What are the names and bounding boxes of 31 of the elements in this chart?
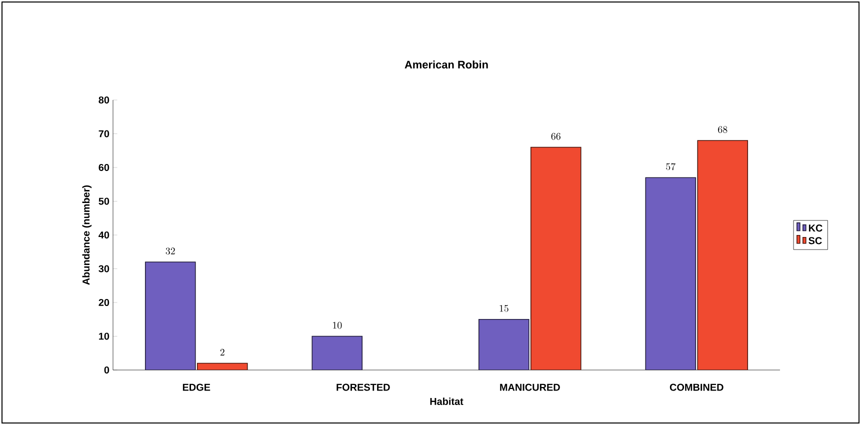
- data-label: 57: [666, 163, 676, 170]
- y-tick-label: 50: [98, 198, 110, 205]
- y-tick-label: 10: [99, 332, 110, 340]
- y-tick-label: 20: [98, 298, 110, 306]
- bar: [478, 318, 530, 370]
- data-label: 15: [500, 305, 508, 312]
- data-label: 32: [166, 248, 175, 254]
- bar: [530, 146, 582, 370]
- data-label: 10: [333, 322, 342, 329]
- y-tick-label: 0: [104, 366, 110, 374]
- y-tick-label: 80: [98, 96, 110, 104]
- y-tick-label: 40: [98, 231, 110, 239]
- y-tick-label: 70: [98, 130, 110, 138]
- bar: [144, 262, 196, 370]
- y-tick-label: 60: [98, 164, 110, 172]
- x-axis-title: Habitat: [430, 398, 464, 405]
- y-tick-label: 30: [98, 265, 110, 272]
- y-axis-title: Abundance (number): [82, 185, 92, 285]
- legend-label: SC: [808, 237, 822, 244]
- legend-label: KC: [808, 224, 822, 232]
- x-tick-label: FORESTED: [336, 384, 390, 391]
- x-tick-label: MANICURED: [500, 384, 560, 391]
- bar: [697, 140, 748, 370]
- chart-title: American Robin: [404, 60, 488, 69]
- bar: [312, 336, 363, 370]
- data-label: 68: [718, 126, 728, 133]
- data-label: 66: [551, 132, 560, 140]
- bar: [645, 177, 696, 370]
- data-label: 2: [220, 348, 224, 356]
- x-tick-label: EDGE: [182, 384, 210, 391]
- x-tick-label: COMBINED: [670, 384, 724, 391]
